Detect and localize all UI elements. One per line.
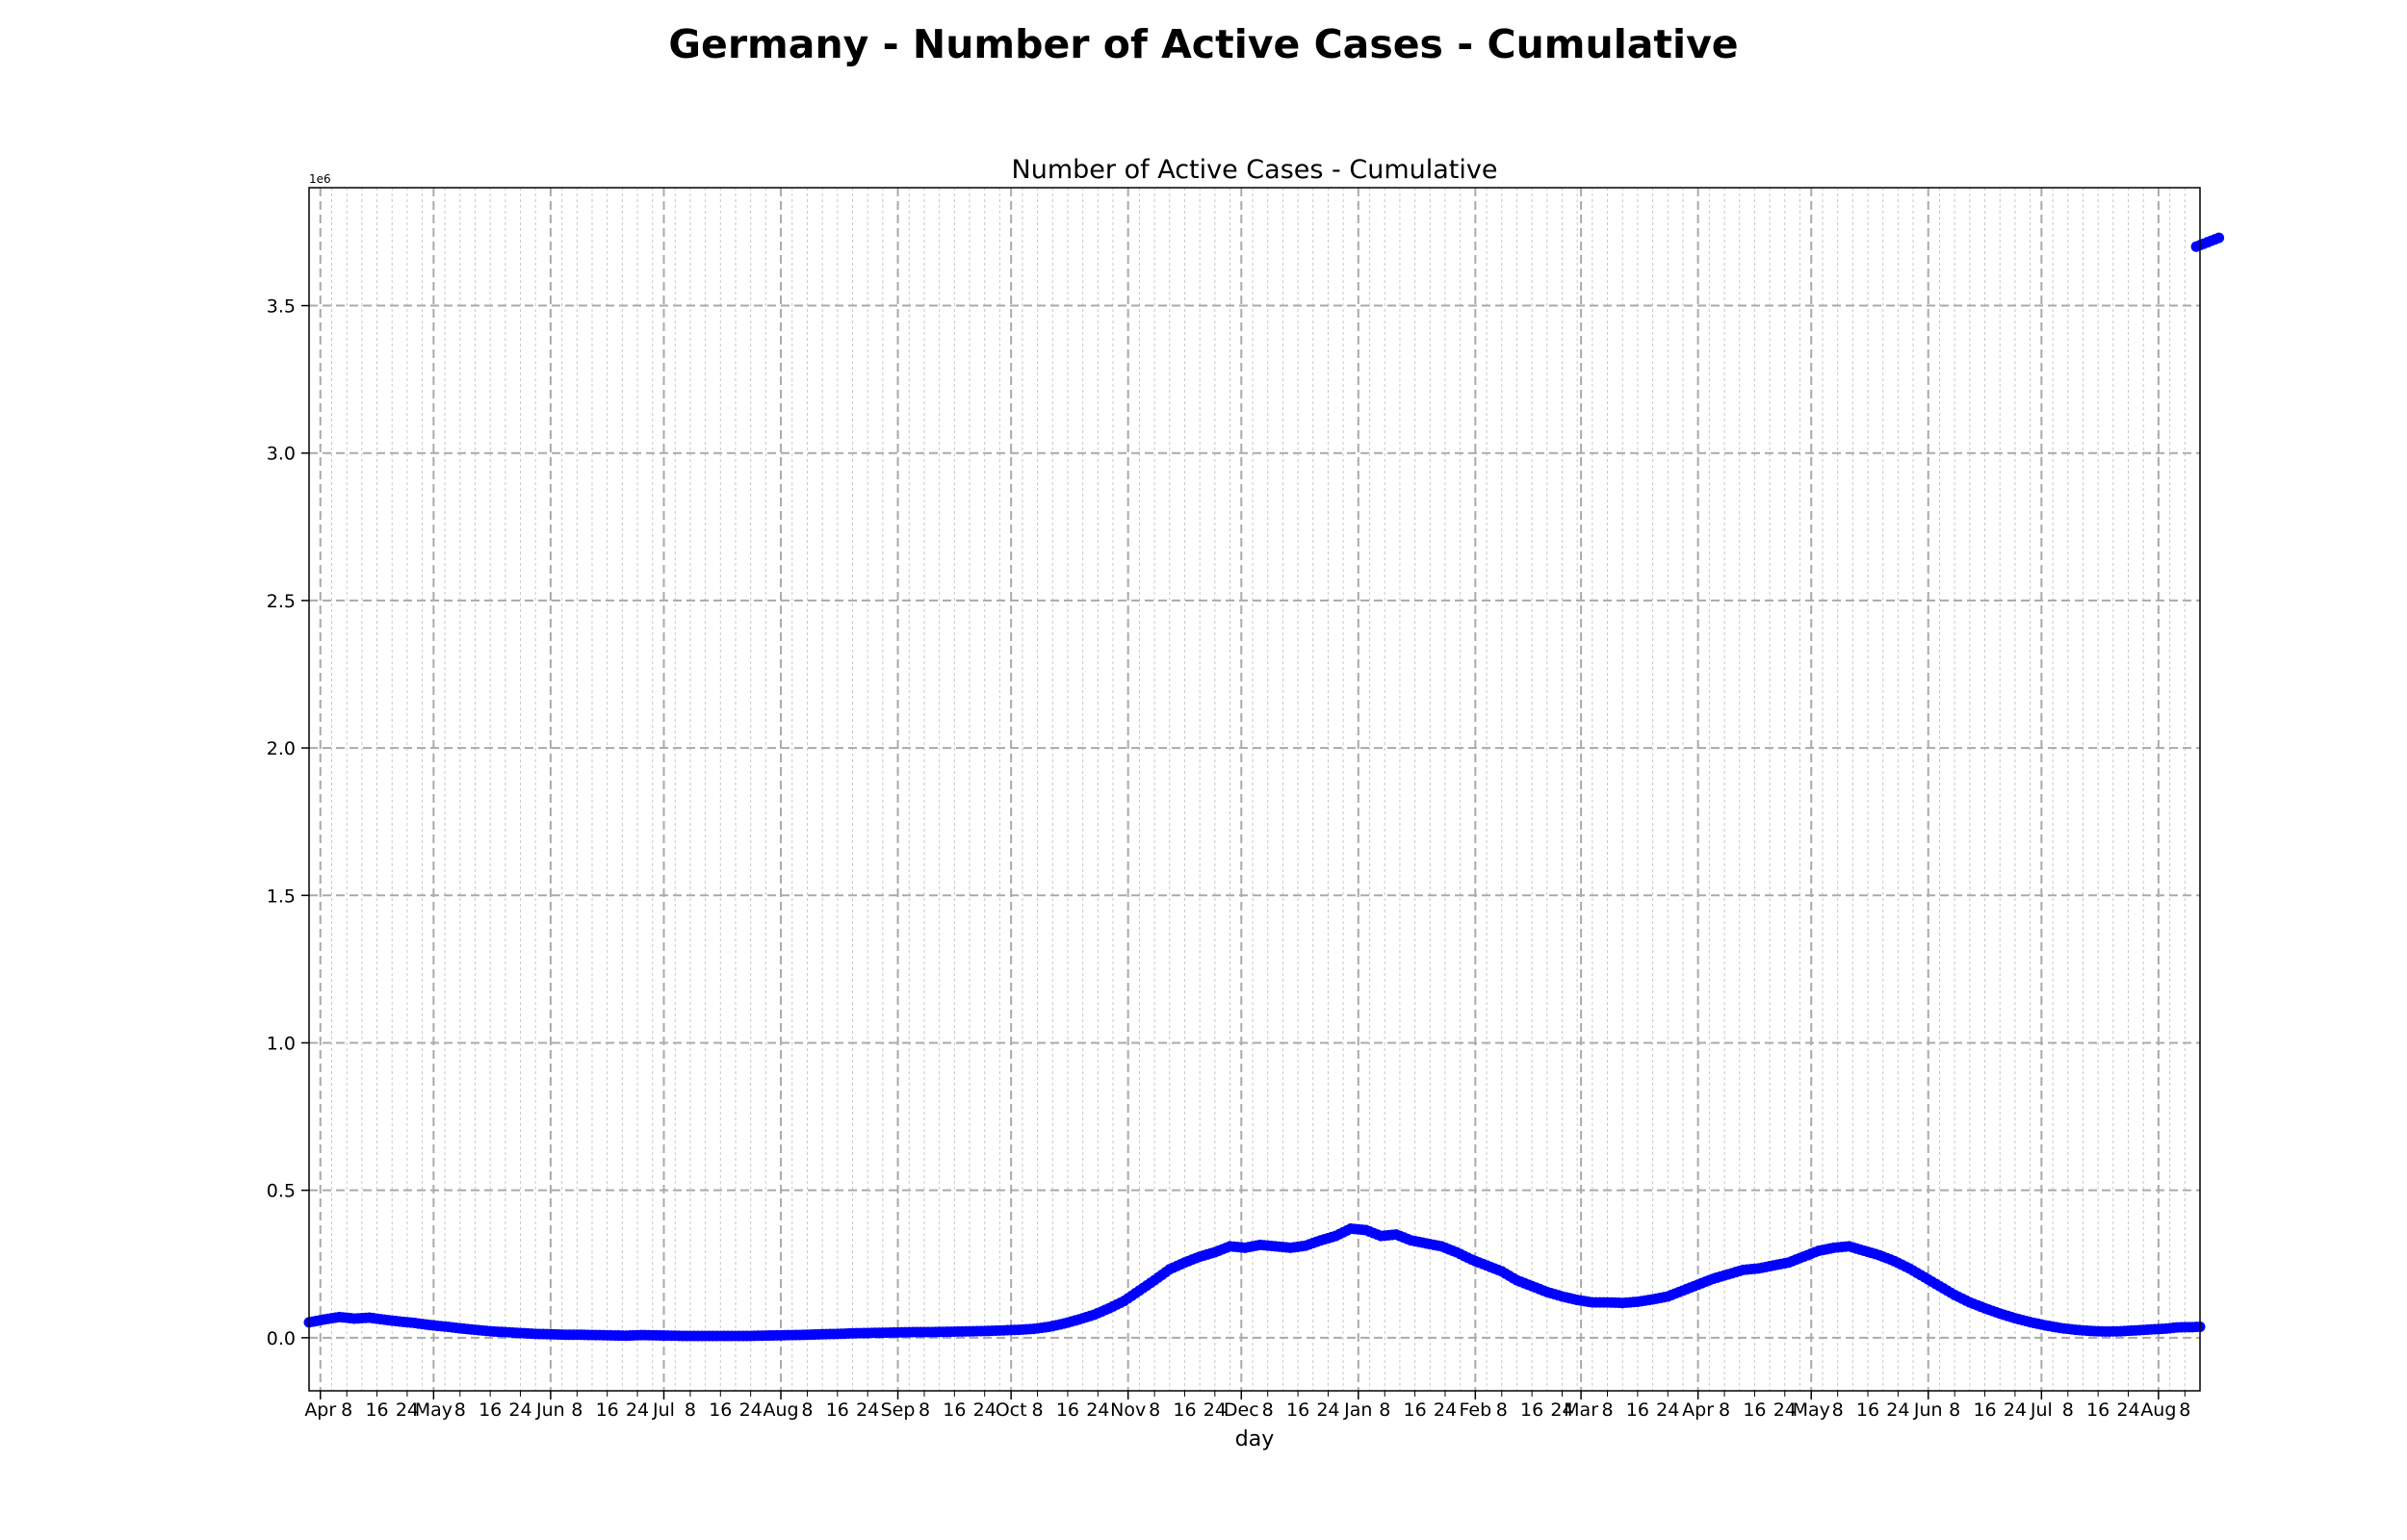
x-major-tick-label: Jun bbox=[535, 1399, 565, 1421]
x-minor-tick-label: 8 bbox=[2062, 1399, 2074, 1421]
x-minor-tick-label: 24 bbox=[1086, 1399, 1109, 1421]
x-minor-tick-label: 24 bbox=[739, 1399, 763, 1421]
x-major-tick-label: Jan bbox=[1343, 1399, 1372, 1421]
ticks-layer: 8 16 24 8 16 24 8 16 24 8 16 24 8 16 24 8 16 24 8 16 24 8 16 24… bbox=[267, 296, 2191, 1421]
x-minor-tick-label: 8 bbox=[1832, 1399, 1844, 1421]
x-major-tick-label: Jun bbox=[1913, 1399, 1943, 1421]
x-minor-tick-label: 8 bbox=[1949, 1399, 1960, 1421]
x-major-tick-label: Mar bbox=[1564, 1399, 1598, 1421]
x-minor-tick-label: 24 bbox=[396, 1399, 419, 1421]
y-offset-label: 1e6 bbox=[309, 172, 331, 186]
y-tick-label: 1.0 bbox=[267, 1033, 296, 1054]
y-tick-label: 0.5 bbox=[267, 1181, 296, 1202]
x-minor-tick-label: 16 bbox=[479, 1399, 502, 1421]
x-minor-tick-label: 24 bbox=[508, 1399, 531, 1421]
grid-layer bbox=[309, 188, 2201, 1391]
x-minor-tick-label: 16 bbox=[709, 1399, 732, 1421]
x-minor-tick-label: 24 bbox=[2116, 1399, 2139, 1421]
x-minor-tick-label: 16 bbox=[1056, 1399, 1079, 1421]
x-major-tick-label: Apr bbox=[304, 1399, 336, 1421]
x-minor-tick-label: 24 bbox=[1656, 1399, 1679, 1421]
x-minor-tick-label: 24 bbox=[1434, 1399, 1457, 1421]
x-minor-tick-label: 16 bbox=[1520, 1399, 1543, 1421]
x-minor-tick-label: 24 bbox=[626, 1399, 649, 1421]
x-minor-tick-label: 8 bbox=[341, 1399, 352, 1421]
x-minor-tick-label: 16 bbox=[1743, 1399, 1766, 1421]
x-major-tick-label: Jul bbox=[652, 1399, 675, 1421]
x-axis-title: day bbox=[1235, 1427, 1274, 1451]
x-minor-tick-label: 8 bbox=[571, 1399, 582, 1421]
x-minor-tick-label: 8 bbox=[801, 1399, 813, 1421]
plot-title: Number of Active Cases - Cumulative bbox=[1012, 155, 1498, 185]
x-minor-tick-label: 8 bbox=[2179, 1399, 2190, 1421]
x-minor-tick-label: 24 bbox=[2004, 1399, 2027, 1421]
x-minor-tick-label: 16 bbox=[1173, 1399, 1196, 1421]
x-minor-tick-label: 24 bbox=[1773, 1399, 1797, 1421]
x-major-tick-label: Dec bbox=[1224, 1399, 1259, 1421]
x-minor-tick-label: 16 bbox=[1286, 1399, 1309, 1421]
y-tick-label: 1.5 bbox=[267, 886, 296, 907]
x-major-tick-label: Jul bbox=[2030, 1399, 2053, 1421]
x-major-tick-label: Aug bbox=[2140, 1399, 2176, 1421]
x-major-tick-label: May bbox=[415, 1399, 453, 1421]
x-minor-tick-label: 16 bbox=[1626, 1399, 1649, 1421]
x-minor-tick-label: 24 bbox=[1886, 1399, 1909, 1421]
x-minor-tick-label: 24 bbox=[1550, 1399, 1573, 1421]
x-major-tick-label: Apr bbox=[1682, 1399, 1714, 1421]
x-minor-tick-label: 16 bbox=[826, 1399, 849, 1421]
y-tick-label: 2.5 bbox=[267, 591, 296, 612]
x-major-tick-label: Feb bbox=[1460, 1399, 1492, 1421]
y-tick-label: 3.5 bbox=[267, 296, 296, 318]
x-minor-tick-label: 24 bbox=[973, 1399, 996, 1421]
x-minor-tick-label: 8 bbox=[454, 1399, 466, 1421]
x-major-tick-label: Nov bbox=[1110, 1399, 1146, 1421]
plot-frame bbox=[308, 187, 2201, 1392]
x-minor-tick-label: 16 bbox=[596, 1399, 619, 1421]
x-major-tick-label: Sep bbox=[881, 1399, 916, 1421]
x-minor-tick-label: 16 bbox=[943, 1399, 966, 1421]
x-major-tick-label: Oct bbox=[996, 1399, 1027, 1421]
x-minor-tick-label: 16 bbox=[1973, 1399, 1996, 1421]
x-minor-tick-label: 8 bbox=[1719, 1399, 1730, 1421]
x-minor-tick-label: 8 bbox=[1149, 1399, 1160, 1421]
x-minor-tick-label: 16 bbox=[2086, 1399, 2109, 1421]
data-layer bbox=[303, 232, 2225, 1342]
x-minor-tick-label: 8 bbox=[1601, 1399, 1613, 1421]
x-minor-tick-label: 8 bbox=[1496, 1399, 1508, 1421]
x-minor-tick-label: 24 bbox=[1316, 1399, 1339, 1421]
y-tick-label: 3.0 bbox=[267, 444, 296, 465]
y-tick-label: 0.0 bbox=[267, 1328, 296, 1349]
x-minor-tick-label: 24 bbox=[1204, 1399, 1227, 1421]
x-minor-tick-label: 8 bbox=[685, 1399, 696, 1421]
x-minor-tick-label: 24 bbox=[856, 1399, 879, 1421]
y-tick-label: 2.0 bbox=[267, 738, 296, 759]
data-point-outlier bbox=[2213, 232, 2225, 244]
x-minor-tick-label: 8 bbox=[1262, 1399, 1274, 1421]
x-minor-tick-label: 16 bbox=[1856, 1399, 1879, 1421]
x-major-tick-label: May bbox=[1793, 1399, 1830, 1421]
x-minor-tick-label: 8 bbox=[919, 1399, 930, 1421]
x-minor-tick-label: 8 bbox=[1032, 1399, 1044, 1421]
x-major-tick-label: Aug bbox=[763, 1399, 798, 1421]
x-minor-tick-label: 16 bbox=[1404, 1399, 1427, 1421]
x-minor-tick-label: 16 bbox=[365, 1399, 388, 1421]
figure-suptitle: Germany - Number of Active Cases - Cumul… bbox=[668, 21, 1739, 67]
x-minor-tick-label: 8 bbox=[1379, 1399, 1390, 1421]
